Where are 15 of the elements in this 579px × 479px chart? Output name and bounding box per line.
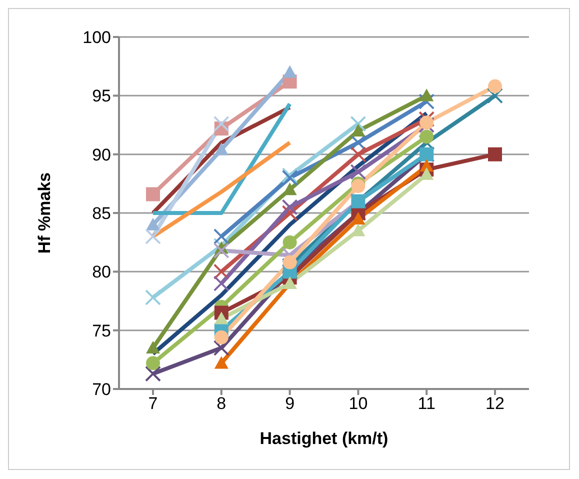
x-tick-label: 11 — [418, 394, 436, 414]
x-axis-title: Hastighet (km/t) — [260, 429, 388, 448]
x-tick-label: 10 — [348, 394, 368, 414]
y-tick-label: 90 — [92, 145, 111, 164]
y-tick-label: 70 — [92, 380, 111, 400]
y-tick-label: 95 — [92, 86, 111, 106]
x-tick-label: 12 — [486, 394, 504, 414]
y-tick-label: 80 — [92, 262, 111, 282]
x-tick-label: 7 — [148, 394, 158, 414]
x-tick-label: 8 — [216, 394, 226, 414]
x-tick-label: 9 — [285, 394, 295, 414]
y-tick-label: 75 — [92, 321, 111, 340]
y-tick-label: 85 — [92, 204, 111, 224]
y-axis-title: Hf %maks — [35, 172, 54, 254]
y-tick-label: 100 — [82, 28, 111, 48]
